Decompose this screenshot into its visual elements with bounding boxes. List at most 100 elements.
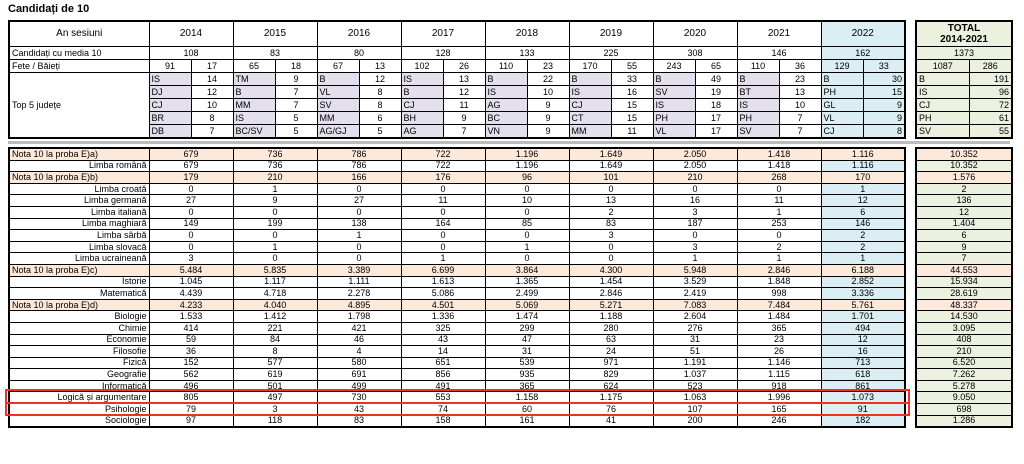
value-cell: 1 [652,252,738,265]
baieti-count-cell: 55 [610,59,654,73]
year-header-2019: 2019 [568,20,654,47]
value-cell: 152 [148,356,234,370]
value-cell: 730 [316,391,402,405]
county-count-cell: 18 [694,98,738,112]
value-cell: 3.864 [484,263,570,277]
county-code-cell: SV [652,85,696,99]
value-cell: 1.533 [148,310,234,323]
county-count-cell: 12 [442,85,486,99]
county-code-cell: CJ [820,124,864,139]
county-code-cell: B [316,72,360,86]
value-cell: 14 [400,345,486,358]
total-value-cell: 698 [915,403,1013,416]
value-cell: 577 [232,356,318,370]
value-cell: 2.846 [736,263,822,277]
value-cell: 1.613 [400,275,486,289]
value-cell: 856 [400,368,486,381]
total-value-cell: 12 [915,205,1013,219]
year-header-2017: 2017 [400,20,486,47]
county-code-cell: B [232,85,276,99]
value-cell: 101 [568,171,654,184]
section-divider [8,141,1010,144]
county-count-cell: 17 [694,111,738,125]
fete-count-cell: 170 [568,59,612,73]
county-count-cell: 13 [442,72,486,86]
county-count-cell: 8 [862,124,906,139]
value-cell: 7.484 [736,298,822,312]
value-cell: 580 [316,356,402,370]
results-total-table: 10.352 10.352 1.576 2 136 12 1.404 6 9 7 44.553 15.… [915,147,1013,429]
table-row: 7 [915,252,1013,265]
value-cell: 1.073 [820,391,906,405]
total-value-cell: 9.050 [915,391,1013,405]
value-cell: 1 [736,205,822,219]
value-cell: 16 [652,194,738,207]
value-cell: 3 [148,252,234,265]
results-by-subject-table: Nota 10 la proba E)a) 679 736 786 722 1.196 1.… [8,147,906,429]
value-cell: 210 [232,171,318,184]
total-value-cell: 6.520 [915,356,1013,370]
value-cell: 83 [568,217,654,231]
table-row: 1.404 [915,217,1013,231]
value-cell: 5.948 [652,263,738,277]
county-count-total-cell: 191 [968,72,1013,86]
table-row: 1087 286 [915,59,1013,73]
county-code-cell: DB [148,124,192,139]
value-cell: 1.115 [736,368,822,381]
county-count-cell: 16 [610,85,654,99]
baieti-count-cell: 65 [694,59,738,73]
county-code-cell: VN [484,124,528,139]
county-code-cell: PH [652,111,696,125]
county-code-cell: BT [736,85,780,99]
row-label-13: Nota 10 la proba E)d) [8,298,150,312]
value-cell: 96 [484,171,570,184]
county-count-cell: 7 [442,124,486,139]
value-cell: 165 [736,403,822,416]
county-count-cell: 9 [526,111,570,125]
value-cell: 713 [820,356,906,370]
county-code-cell: AG [400,124,444,139]
row-label-20: Informatică [8,379,150,393]
total-value-cell: 210 [915,345,1013,358]
total-value-cell: 1.576 [915,171,1013,184]
county-count-cell: 15 [610,111,654,125]
row-label-1: Limba română [8,159,150,173]
baieti-count-cell: 36 [778,59,822,73]
table-row: 12 [915,205,1013,219]
value-cell: 0 [736,229,822,242]
value-cell: 31 [484,345,570,358]
value-cell: 0 [484,182,570,196]
value-cell: 1.196 [484,147,570,161]
table-row: IS 96 [915,85,1013,99]
value-cell: 170 [820,171,906,184]
value-cell: 1.111 [316,275,402,289]
table-row: Geografie 562 619 691 856 935 829 1.037 1.115 618 [8,368,906,381]
value-cell: 149 [148,217,234,231]
value-cell: 365 [736,321,822,335]
value-cell: 618 [820,368,906,381]
value-cell: 31 [652,333,738,347]
county-code-cell: PH [736,111,780,125]
value-cell: 1.649 [568,159,654,173]
value-cell: 1.484 [736,310,822,323]
value-cell: 2.278 [316,287,402,300]
row-label-6: Limba maghiară [8,217,150,231]
value-cell: 691 [316,368,402,381]
table-row: Istorie 1.045 1.117 1.111 1.613 1.365 1.454 3.5… [8,275,906,289]
value-cell: 1.412 [232,310,318,323]
table-row: Economie 59 84 46 43 47 63 31 23 12 [8,333,906,347]
candidates-count-cell: 128 [400,46,486,60]
candidates-count-cell: 108 [148,46,234,60]
value-cell: 138 [316,217,402,231]
county-code-cell: DJ [148,85,192,99]
value-cell: 107 [652,403,738,416]
table-row: Psihologie 79 3 43 74 60 76 107 165 91 [8,403,906,416]
county-code-cell: SV [316,98,360,112]
table-row: 210 [915,345,1013,358]
total-value-cell: 7.262 [915,368,1013,381]
value-cell: 1.365 [484,275,570,289]
county-code-cell: VL [316,85,360,99]
value-cell: 91 [820,403,906,416]
total-value-cell: 48.337 [915,298,1013,312]
county-code-total-cell: B [915,72,970,86]
